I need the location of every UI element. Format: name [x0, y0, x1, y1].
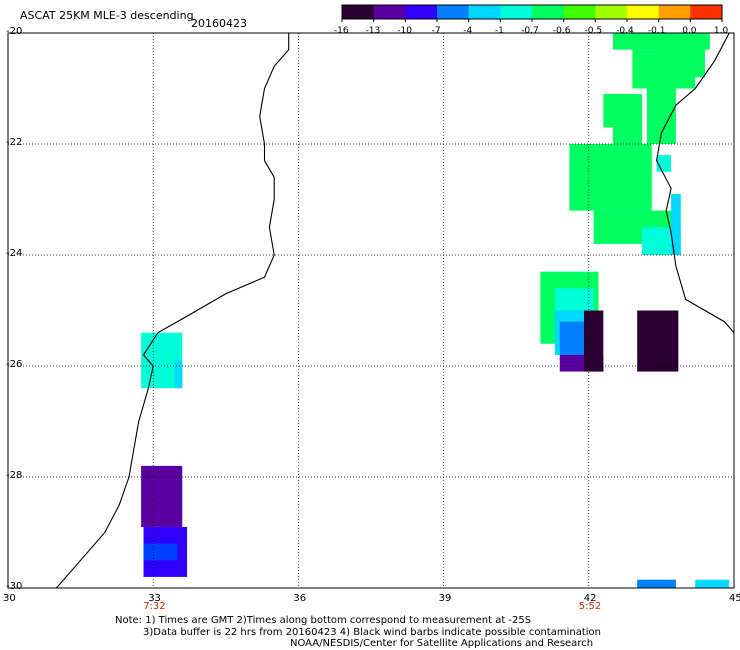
map-date: 20160423 — [191, 17, 247, 30]
colorbar-tick-label: 1.0 — [713, 26, 729, 36]
colorbar-tick-label: -4 — [463, 26, 473, 36]
colorbar-segment — [627, 5, 660, 19]
colorbar-tick-label: -0.1 — [647, 26, 666, 36]
colorbar-segment — [658, 5, 691, 19]
swath-cell — [637, 310, 679, 372]
footnote-credit: NOAA/NESDIS/Center for Satellite Applica… — [290, 638, 594, 649]
swath-cell — [569, 144, 652, 211]
swath-cell — [583, 310, 604, 372]
swath-cell — [174, 360, 183, 389]
longitude-label: 42 — [583, 593, 597, 604]
colorbar-segment — [437, 5, 470, 19]
colorbar-tick-label: -16 — [333, 26, 349, 36]
longitude-label: 33 — [148, 593, 161, 604]
colorbar-tick-label: -10 — [397, 26, 412, 36]
colorbar-segment — [690, 5, 723, 19]
colorbar-segment — [563, 5, 596, 19]
longitude-label: 45 — [729, 593, 740, 604]
longitude-label: 36 — [293, 593, 307, 604]
colorbar-tick-label: -0.6 — [552, 26, 571, 36]
swath-cell — [661, 33, 705, 78]
longitude-label: 39 — [438, 593, 452, 604]
latitude-label: -20 — [6, 26, 23, 37]
colorbar-segment — [595, 5, 628, 19]
footnote-line-1: Note: 1) Times are GMT 2)Times along bot… — [115, 615, 532, 626]
swath-cell — [656, 155, 672, 172]
longitude-label: 30 — [3, 593, 16, 604]
colorbar-tick-label: -0.4 — [616, 26, 634, 36]
swath-cell — [695, 579, 730, 588]
colorbar-tick-label: 0.0 — [682, 26, 697, 36]
colorbar-segment — [532, 5, 565, 19]
swath-layer — [141, 33, 730, 588]
coastline-layer — [55, 32, 735, 589]
swath-cell — [141, 465, 183, 527]
mozambique-coast — [55, 33, 290, 589]
colorbar-segment — [468, 5, 501, 19]
map-frame — [7, 32, 735, 589]
pass-time-label: 5:52 — [578, 601, 602, 612]
colorbar-segment — [405, 5, 438, 19]
swath-cell — [603, 94, 638, 128]
colorbar-segment — [342, 5, 375, 19]
colorbar-tick-label: -0.7 — [521, 26, 539, 36]
madagascar-coast — [656, 32, 735, 334]
pass-time-label: 7:32 — [143, 601, 166, 612]
colorbar-tick-label: -1 — [494, 26, 504, 36]
swath-cell — [559, 321, 584, 355]
latitude-label: -26 — [6, 359, 23, 370]
latitude-label: -24 — [6, 248, 23, 259]
colorbar — [341, 4, 723, 22]
latitude-label: -30 — [6, 581, 23, 592]
colorbar-tick-label: -13 — [365, 26, 381, 36]
latitude-label: -22 — [6, 137, 23, 148]
latitude-label: -28 — [6, 470, 23, 481]
colorbar-tick-label: -0.5 — [584, 26, 603, 36]
map-title: ASCAT 25KM MLE-3 descending — [20, 9, 194, 22]
swath-cell — [637, 579, 676, 588]
footnote-line-2: 3)Data buffer is 22 hrs from 20160423 4)… — [143, 627, 601, 638]
colorbar-segment — [500, 5, 533, 19]
colorbar-tick-label: -7 — [431, 26, 441, 36]
swath-cell — [671, 193, 681, 255]
colorbar-segment — [373, 5, 406, 19]
swath-cell — [143, 543, 178, 561]
